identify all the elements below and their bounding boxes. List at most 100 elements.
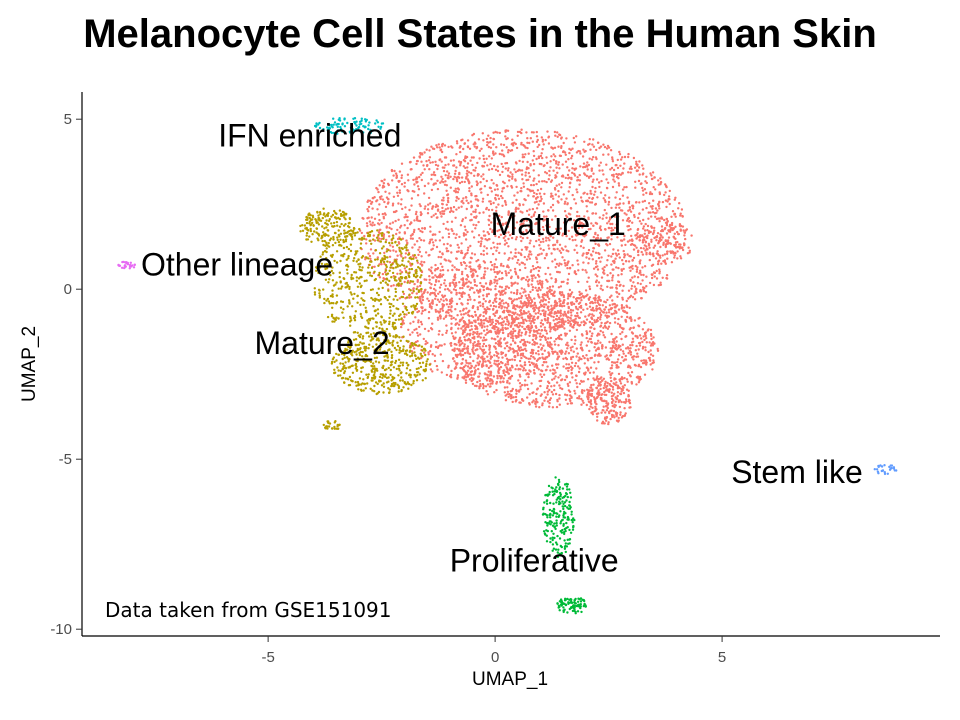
- data-point: [638, 201, 641, 204]
- data-point: [427, 310, 431, 314]
- data-point: [516, 325, 519, 328]
- data-point: [563, 262, 567, 265]
- data-point: [630, 319, 633, 323]
- data-point: [666, 250, 669, 253]
- data-point: [547, 178, 550, 181]
- data-point: [565, 350, 568, 353]
- data-point: [534, 276, 537, 279]
- data-point: [531, 343, 534, 346]
- data-point: [533, 211, 537, 214]
- data-point: [661, 276, 664, 279]
- data-point: [603, 399, 606, 403]
- data-point: [518, 305, 522, 308]
- data-point: [425, 160, 428, 163]
- data-point: [598, 298, 601, 301]
- data-point: [524, 369, 527, 372]
- data-point: [674, 215, 677, 218]
- data-point: [456, 374, 460, 377]
- data-point: [690, 234, 693, 237]
- data-point: [581, 355, 585, 358]
- data-point: [529, 296, 532, 300]
- data-point: [514, 210, 517, 213]
- data-point: [495, 354, 499, 358]
- data-point: [453, 283, 456, 286]
- data-point: [560, 320, 564, 323]
- data-point: [512, 304, 515, 308]
- data-point: [373, 265, 376, 268]
- data-point: [461, 138, 464, 141]
- data-point: [483, 267, 486, 270]
- data-point: [611, 156, 614, 159]
- data-point: [575, 299, 579, 303]
- data-point: [629, 344, 632, 347]
- data-point: [465, 207, 468, 211]
- data-point: [471, 230, 474, 233]
- data-point: [501, 293, 504, 296]
- data-point: [381, 180, 384, 183]
- data-point: [473, 341, 476, 344]
- data-point: [534, 286, 537, 289]
- data-point: [531, 288, 534, 292]
- data-point: [614, 206, 618, 209]
- data-point: [538, 244, 541, 247]
- data-point: [596, 275, 599, 278]
- data-point: [547, 337, 550, 340]
- data-point: [666, 257, 669, 260]
- data-point: [543, 257, 547, 260]
- data-point: [428, 156, 432, 159]
- data-point: [593, 319, 596, 322]
- data-point: [588, 313, 591, 316]
- data-point: [517, 348, 520, 351]
- data-point: [484, 385, 488, 388]
- data-point: [529, 329, 532, 332]
- data-point: [673, 198, 676, 201]
- data-point: [456, 191, 460, 194]
- data-point: [539, 394, 542, 397]
- data-point: [629, 406, 632, 409]
- data-point: [455, 363, 458, 366]
- data-point: [644, 349, 647, 352]
- data-point: [447, 174, 450, 177]
- data-point: [527, 213, 531, 216]
- data-point: [611, 279, 614, 282]
- data-point: [457, 323, 461, 326]
- data-point: [550, 310, 553, 314]
- data-point: [557, 286, 561, 289]
- data-point: [494, 347, 497, 350]
- data-point: [468, 367, 471, 370]
- data-point: [488, 385, 492, 388]
- data-point: [467, 171, 471, 174]
- data-point: [492, 241, 495, 244]
- data-point: [420, 290, 423, 293]
- data-point: [489, 186, 492, 190]
- data-point: [576, 385, 579, 389]
- data-point: [455, 233, 458, 236]
- data-point: [590, 322, 594, 326]
- data-point: [460, 362, 463, 365]
- data-point: [400, 198, 403, 201]
- data-point: [477, 258, 480, 262]
- data-point: [619, 164, 622, 167]
- data-point: [534, 337, 538, 340]
- data-point: [599, 287, 602, 290]
- data-point: [645, 175, 648, 178]
- data-point: [571, 355, 575, 359]
- data-point: [415, 302, 419, 306]
- data-point: [667, 236, 671, 239]
- data-point: [543, 349, 546, 352]
- data-point: [672, 235, 675, 239]
- data-point: [560, 323, 563, 327]
- data-point: [413, 347, 416, 350]
- data-point: [487, 223, 491, 227]
- data-point: [441, 268, 445, 272]
- data-point: [625, 311, 628, 314]
- data-point: [644, 241, 647, 244]
- data-point: [452, 278, 455, 282]
- data-point: [620, 337, 623, 341]
- data-point: [528, 208, 531, 211]
- data-point: [515, 146, 519, 150]
- data-point: [651, 344, 655, 347]
- data-point: [454, 276, 457, 279]
- data-point: [501, 328, 505, 332]
- data-point: [633, 319, 637, 322]
